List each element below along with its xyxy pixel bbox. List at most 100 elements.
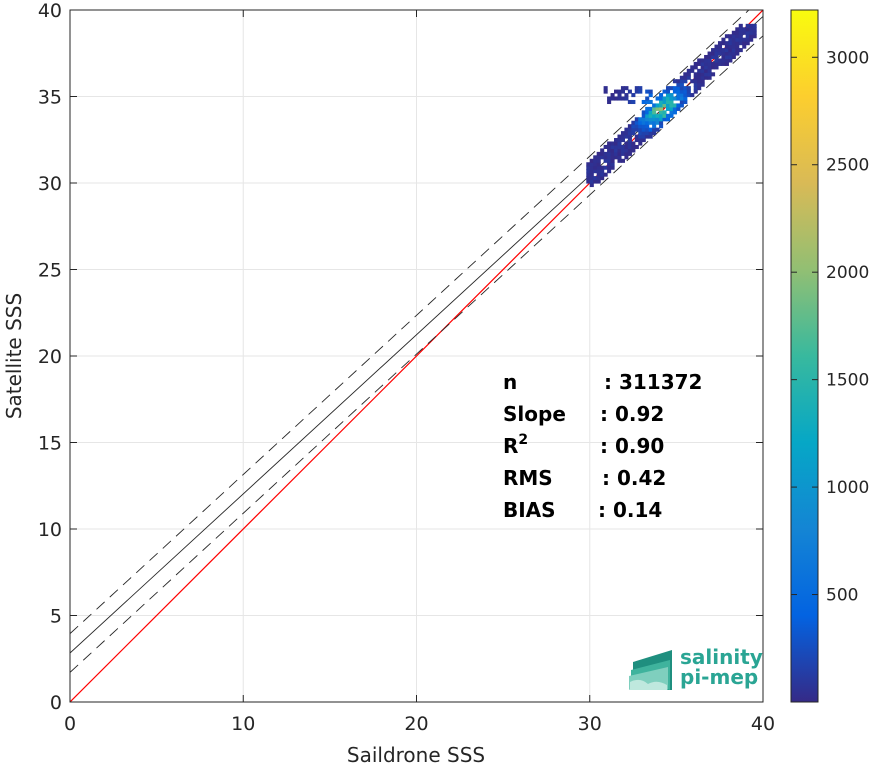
density-bin [610, 151, 615, 156]
density-bin [738, 23, 743, 28]
density-bin [662, 117, 667, 122]
density-bin [717, 48, 723, 53]
density-bin [711, 72, 716, 77]
density-bin [672, 96, 677, 101]
density-bin [631, 144, 636, 149]
density-bin [672, 106, 677, 111]
density-bin [589, 176, 594, 181]
stat-value: : 0.14 [598, 498, 662, 522]
density-bin [634, 117, 639, 122]
density-bin [742, 30, 747, 35]
density-bin [645, 127, 650, 132]
density-bin [610, 158, 615, 163]
density-bin [596, 172, 601, 177]
density-bin [607, 99, 612, 105]
density-bin [693, 72, 698, 77]
density-bin [738, 37, 743, 42]
density-bin [738, 27, 743, 32]
density-bin [589, 183, 594, 188]
density-bin [641, 138, 646, 143]
density-bin [648, 113, 653, 118]
density-bin [652, 120, 657, 125]
density-bin [603, 144, 608, 149]
density-bin [679, 79, 684, 84]
density-bin [620, 131, 625, 136]
density-bin [731, 51, 736, 56]
density-bin [672, 86, 677, 91]
density-bin [652, 113, 657, 118]
density-bin [721, 54, 726, 60]
density-bin [700, 82, 705, 87]
density-bin [603, 151, 608, 156]
density-bin [738, 34, 743, 39]
density-bin [631, 148, 636, 153]
density-bin [707, 65, 712, 70]
density-bin [624, 144, 629, 149]
density-bin [652, 124, 657, 129]
density-bin [638, 120, 643, 125]
density-bin [645, 124, 650, 129]
x-tick-label: 10 [231, 713, 255, 735]
density-bin [731, 37, 736, 42]
colorbar-tick-label: 500 [826, 586, 858, 606]
colorbar [791, 10, 818, 702]
density-bin [610, 96, 615, 101]
density-bin [711, 51, 716, 56]
density-bin [665, 93, 671, 98]
stat-value: : 311372 [604, 370, 702, 394]
density-bin [707, 61, 712, 66]
density-bin [638, 89, 643, 94]
density-bin [745, 34, 750, 39]
density-bin [596, 169, 601, 174]
y-tick-label: 25 [38, 260, 62, 282]
density-bin [728, 51, 733, 56]
density-bin [662, 110, 667, 115]
stat-label: RMS [503, 466, 553, 490]
density-bin [731, 44, 736, 49]
density-bin [617, 93, 622, 98]
density-bin [669, 99, 674, 105]
density-bin [641, 113, 646, 118]
density-bin [676, 96, 681, 101]
density-bin [638, 127, 643, 132]
density-bin [617, 148, 622, 153]
density-bin [624, 127, 629, 132]
density-bin [735, 27, 740, 32]
y-tick-label: 5 [50, 606, 62, 628]
density-bin [617, 96, 622, 101]
density-bin [624, 131, 629, 136]
stat-label: Slope [503, 402, 566, 426]
density-bin [586, 162, 591, 167]
density-bin [620, 96, 625, 101]
density-bin [652, 131, 657, 136]
density-bin [714, 54, 719, 60]
density-bin [589, 158, 594, 163]
density-bin [607, 155, 612, 160]
density-bin [686, 93, 691, 98]
density-bin [749, 27, 754, 32]
x-tick-label: 30 [578, 713, 602, 735]
density-bin [603, 158, 608, 163]
density-bin [631, 127, 636, 132]
density-bin [638, 134, 643, 139]
density-bin [669, 103, 674, 108]
density-bin [589, 179, 594, 184]
density-bin [610, 148, 615, 153]
density-bin [596, 179, 601, 184]
density-bin [662, 113, 667, 118]
density-bin [617, 158, 622, 163]
density-bin [707, 72, 712, 77]
density-bin [659, 106, 664, 111]
density-bin [620, 86, 625, 91]
density-bin [672, 103, 677, 108]
y-tick-label: 0 [50, 692, 62, 714]
density-bin [627, 131, 632, 136]
density-bin [731, 34, 736, 39]
density-bin [617, 144, 622, 149]
density-bin [638, 131, 643, 136]
density-bin [676, 103, 681, 108]
density-bin [721, 61, 726, 66]
y-tick-label: 30 [38, 173, 62, 195]
density-bin [752, 34, 757, 39]
density-bin [711, 65, 716, 70]
